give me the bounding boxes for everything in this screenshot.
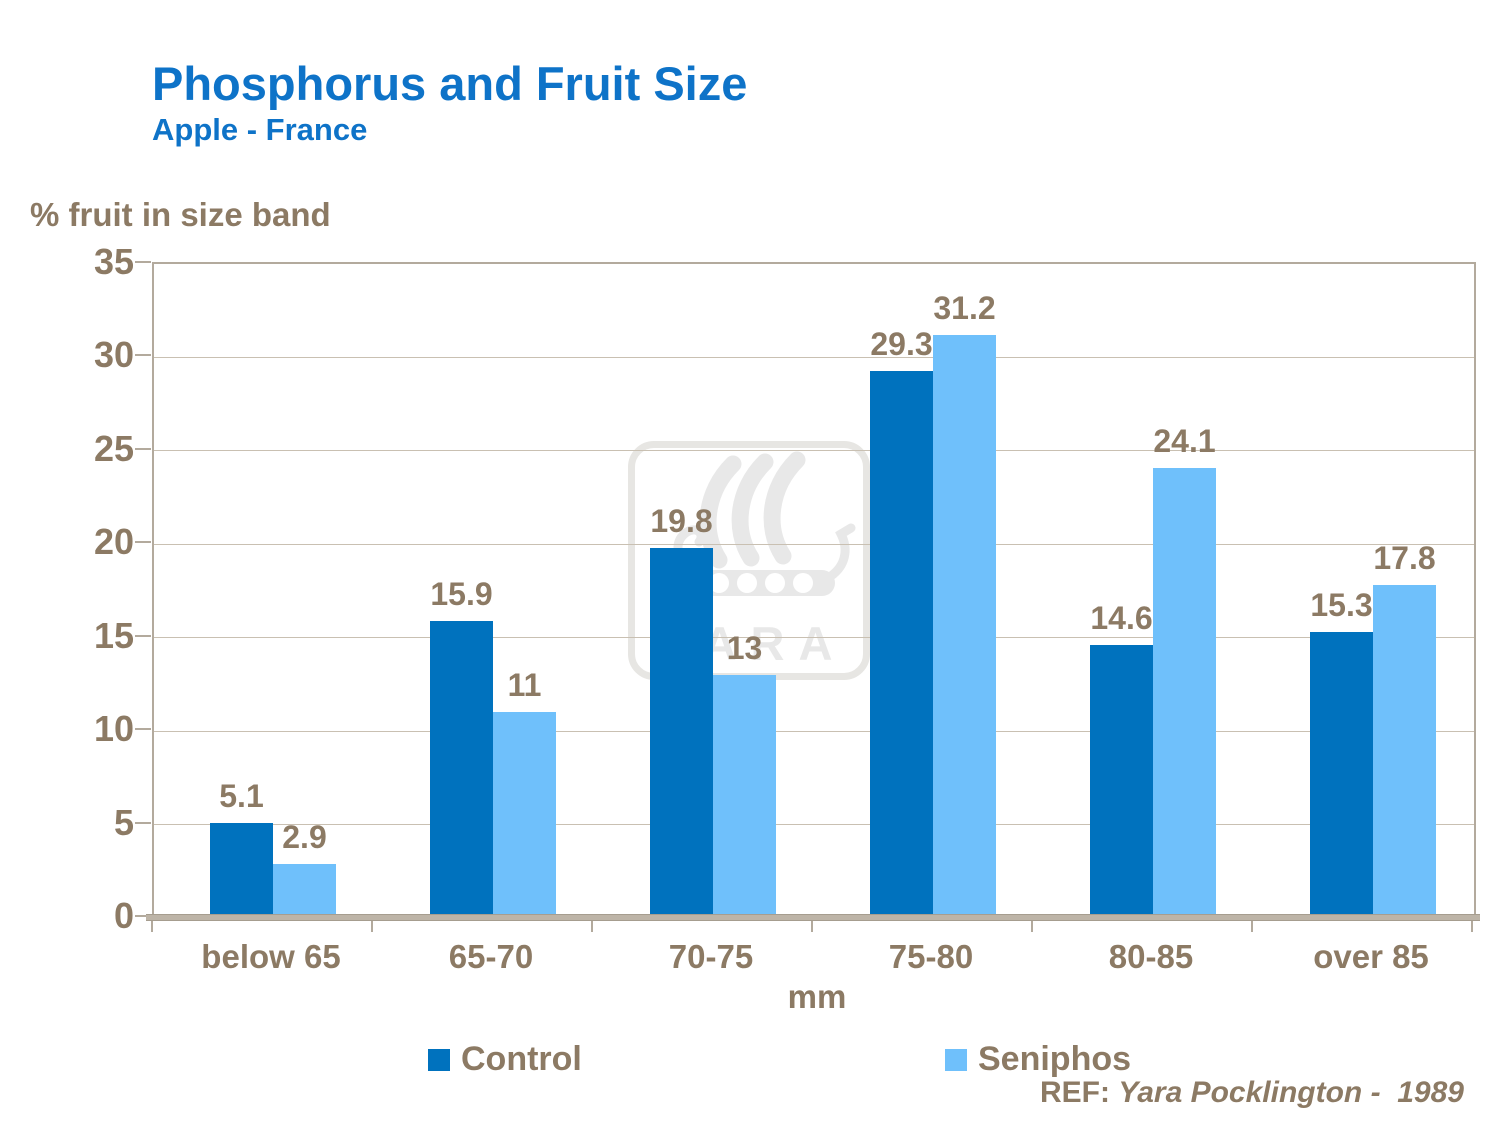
chart-subtitle: Apple - France bbox=[152, 112, 368, 147]
gridline-30 bbox=[154, 356, 1474, 358]
y-axis-tick-label: 30 bbox=[93, 334, 134, 376]
bar-value-label: 15.3 bbox=[1310, 587, 1373, 624]
viking-ship-icon bbox=[673, 451, 856, 596]
y-axis-tick-label: 35 bbox=[93, 241, 134, 282]
reference-citation: Yara Pocklington - 1989 bbox=[1118, 1076, 1464, 1109]
x-axis-tick bbox=[1031, 919, 1033, 932]
bar-control-over-85 bbox=[1310, 632, 1373, 918]
bar-control-below-65 bbox=[210, 822, 273, 918]
y-axis-tick-label: 10 bbox=[93, 708, 134, 750]
gridline-25 bbox=[154, 450, 1474, 452]
plot-area: 5.1 2.9 15.9 11 19.8 13 29.3 31.2 14.6 24.1 15.3 17… bbox=[152, 262, 1476, 918]
bar-value-label: 29.3 bbox=[870, 325, 933, 362]
bar-value-label: 13 bbox=[726, 630, 763, 667]
y-axis-tick-label: 15 bbox=[93, 614, 134, 656]
y-axis-tick bbox=[135, 541, 151, 544]
bar-value-label: 5.1 bbox=[219, 777, 264, 814]
y-axis-tick-label: 25 bbox=[93, 427, 134, 469]
x-axis-category-label: below 65 bbox=[201, 938, 341, 975]
bar-control-75-80 bbox=[870, 370, 933, 918]
x-axis-tick bbox=[591, 919, 593, 932]
legend-item-seniphos: Seniphos bbox=[945, 1040, 1131, 1079]
bar-value-label: 31.2 bbox=[933, 290, 996, 327]
x-axis-category-label: over 85 bbox=[1313, 938, 1429, 975]
y-axis-tick-label: 0 bbox=[113, 895, 134, 936]
y-axis-tick-label: 5 bbox=[113, 801, 134, 843]
x-axis-title: mm bbox=[787, 978, 847, 1015]
bar-seniphos-over-85 bbox=[1373, 585, 1436, 918]
x-axis-category-label: 75-80 bbox=[888, 938, 974, 975]
y-axis-tick bbox=[135, 261, 151, 263]
y-axis-tick bbox=[135, 821, 151, 824]
bar-seniphos-70-75 bbox=[713, 675, 776, 918]
x-axis-category-label: 65-70 bbox=[448, 938, 534, 975]
y-axis-tick-label: 20 bbox=[93, 521, 134, 563]
y-axis-tick bbox=[135, 354, 151, 357]
y-axis-tick bbox=[135, 634, 151, 637]
bar-value-label: 17.8 bbox=[1373, 540, 1436, 577]
bar-value-label: 24.1 bbox=[1153, 422, 1216, 459]
bar-value-label: 15.9 bbox=[430, 575, 493, 612]
legend-swatch-control bbox=[428, 1048, 450, 1071]
gridline-20 bbox=[154, 543, 1474, 545]
y-axis-tick bbox=[135, 447, 151, 450]
x-axis-baseline bbox=[146, 914, 1480, 921]
y-axis-tick bbox=[135, 728, 151, 731]
gridline-15 bbox=[154, 637, 1474, 639]
bar-seniphos-80-85 bbox=[1153, 467, 1216, 918]
reference-text: REF: Yara Pocklington - 1989 bbox=[1040, 1076, 1464, 1110]
x-axis-tick bbox=[1251, 919, 1253, 932]
gridline-5 bbox=[154, 824, 1474, 826]
bar-value-label: 19.8 bbox=[650, 503, 713, 540]
gridline-10 bbox=[154, 730, 1474, 732]
chart-title: Phosphorus and Fruit Size bbox=[152, 57, 748, 110]
reference-prefix: REF: bbox=[1039, 1076, 1119, 1109]
x-axis-category-label: 70-75 bbox=[668, 938, 754, 975]
x-axis-tick bbox=[151, 919, 153, 932]
bar-control-70-75 bbox=[650, 548, 713, 918]
bar-control-65-70 bbox=[430, 620, 493, 918]
bar-value-label: 2.9 bbox=[282, 818, 327, 855]
legend-item-control: Control bbox=[428, 1040, 582, 1079]
x-axis-tick bbox=[811, 919, 813, 932]
bar-seniphos-below-65 bbox=[273, 863, 336, 918]
legend-label-seniphos: Seniphos bbox=[978, 1040, 1132, 1078]
legend-label-control: Control bbox=[461, 1040, 582, 1078]
y-axis-tick bbox=[135, 915, 151, 917]
bar-value-label: 14.6 bbox=[1090, 600, 1153, 637]
x-axis-category-label: 80-85 bbox=[1108, 938, 1194, 975]
bar-seniphos-65-70 bbox=[493, 712, 556, 918]
y-axis-title: % fruit in size band bbox=[30, 196, 331, 233]
bar-seniphos-75-80 bbox=[933, 335, 996, 918]
bar-value-label: 11 bbox=[507, 667, 542, 704]
x-axis-tick bbox=[1471, 919, 1473, 932]
legend-swatch-seniphos bbox=[945, 1048, 967, 1071]
x-axis-tick bbox=[371, 919, 373, 932]
bar-control-80-85 bbox=[1090, 645, 1153, 918]
